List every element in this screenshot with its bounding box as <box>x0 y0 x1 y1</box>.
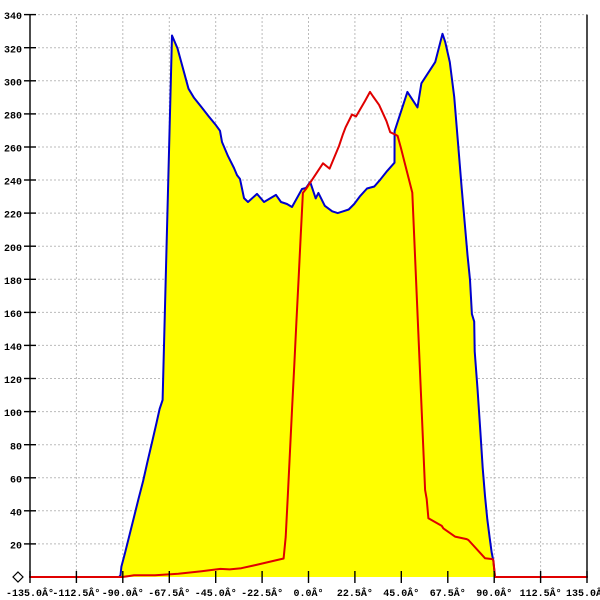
svg-text:112.5Â°: 112.5Â° <box>520 586 562 600</box>
svg-text:20: 20 <box>10 542 22 553</box>
svg-text:220: 220 <box>4 211 22 222</box>
svg-text:260: 260 <box>4 145 22 156</box>
svg-text:22.5Â°: 22.5Â° <box>337 586 373 600</box>
svg-text:80: 80 <box>10 442 22 453</box>
svg-text:-45.0Â°: -45.0Â° <box>195 586 237 600</box>
svg-text:-22.5Â°: -22.5Â° <box>241 586 283 600</box>
svg-text:280: 280 <box>4 112 22 123</box>
svg-text:0.0Â°: 0.0Â° <box>293 586 323 600</box>
svg-text:-67.5Â°: -67.5Â° <box>148 586 190 600</box>
svg-text:60: 60 <box>10 475 22 486</box>
svg-text:300: 300 <box>4 78 22 89</box>
svg-text:320: 320 <box>4 45 22 56</box>
svg-text:135.0Â°: 135.0Â° <box>566 586 600 600</box>
svg-text:120: 120 <box>4 376 22 387</box>
svg-text:67.5Â°: 67.5Â° <box>430 586 466 600</box>
svg-text:-135.0Â°: -135.0Â° <box>6 586 54 600</box>
svg-text:90.0Â°: 90.0Â° <box>476 586 512 600</box>
svg-text:45.0Â°: 45.0Â° <box>383 586 419 600</box>
svg-text:100: 100 <box>4 409 22 420</box>
svg-text:-112.5Â°: -112.5Â° <box>52 586 100 600</box>
svg-text:160: 160 <box>4 310 22 321</box>
svg-text:180: 180 <box>4 277 22 288</box>
svg-text:40: 40 <box>10 508 22 519</box>
svg-text:240: 240 <box>4 178 22 189</box>
svg-text:340: 340 <box>4 12 22 23</box>
svg-text:-90.0Â°: -90.0Â° <box>102 586 144 600</box>
svg-text:140: 140 <box>4 343 22 354</box>
svg-text:200: 200 <box>4 244 22 255</box>
